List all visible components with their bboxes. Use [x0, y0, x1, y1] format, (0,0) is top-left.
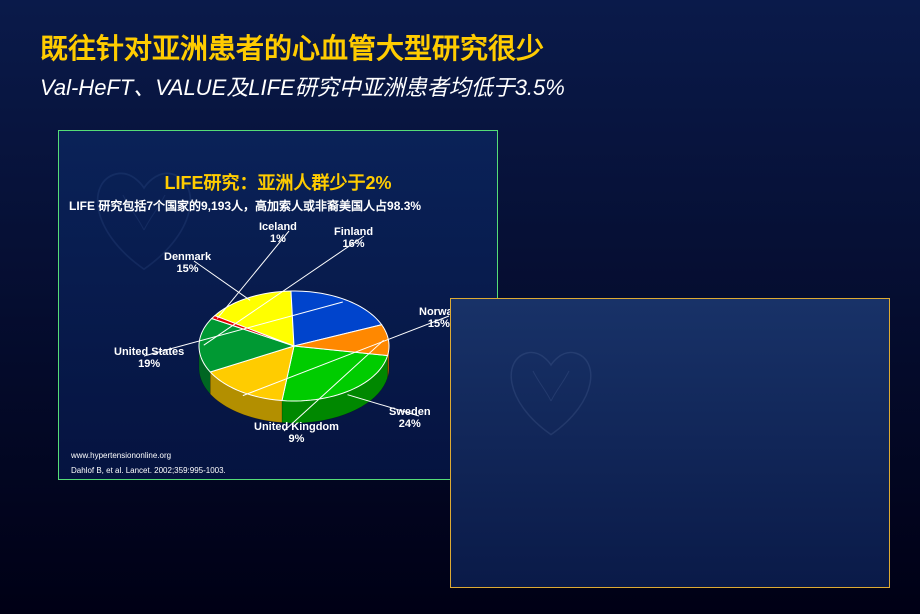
- slice-label: Sweden24%: [389, 406, 431, 430]
- slice-label: Denmark15%: [164, 251, 211, 275]
- life-chart-panel: LIFE研究：亚洲人群少于2% LIFE 研究包括7个国家的9,193人，高加索…: [58, 130, 498, 480]
- slice-label: Finland16%: [334, 226, 373, 250]
- citation: www.hypertensiononline.org: [71, 451, 171, 460]
- slide: 既往针对亚洲患者的心血管大型研究很少 Val-HeFT、VALUE及LIFE研究…: [0, 0, 920, 614]
- citation: Dahlof B, et al. Lancet. 2002;359:995-10…: [71, 466, 226, 475]
- slice-label: Iceland1%: [259, 221, 297, 245]
- slide-subtitle: Val-HeFT、VALUE及LIFE研究中亚洲患者均低于3.5%: [40, 75, 565, 101]
- heart-watermark-icon: [491, 329, 611, 449]
- slice-label: United States19%: [114, 346, 184, 370]
- slide-title: 既往针对亚洲患者的心血管大型研究很少: [40, 32, 544, 66]
- overlay-panel: [450, 298, 890, 588]
- slice-label: United Kingdom9%: [254, 421, 339, 445]
- pie-chart: Sweden24%Norway15%Finland16%Iceland1%Den…: [59, 131, 499, 481]
